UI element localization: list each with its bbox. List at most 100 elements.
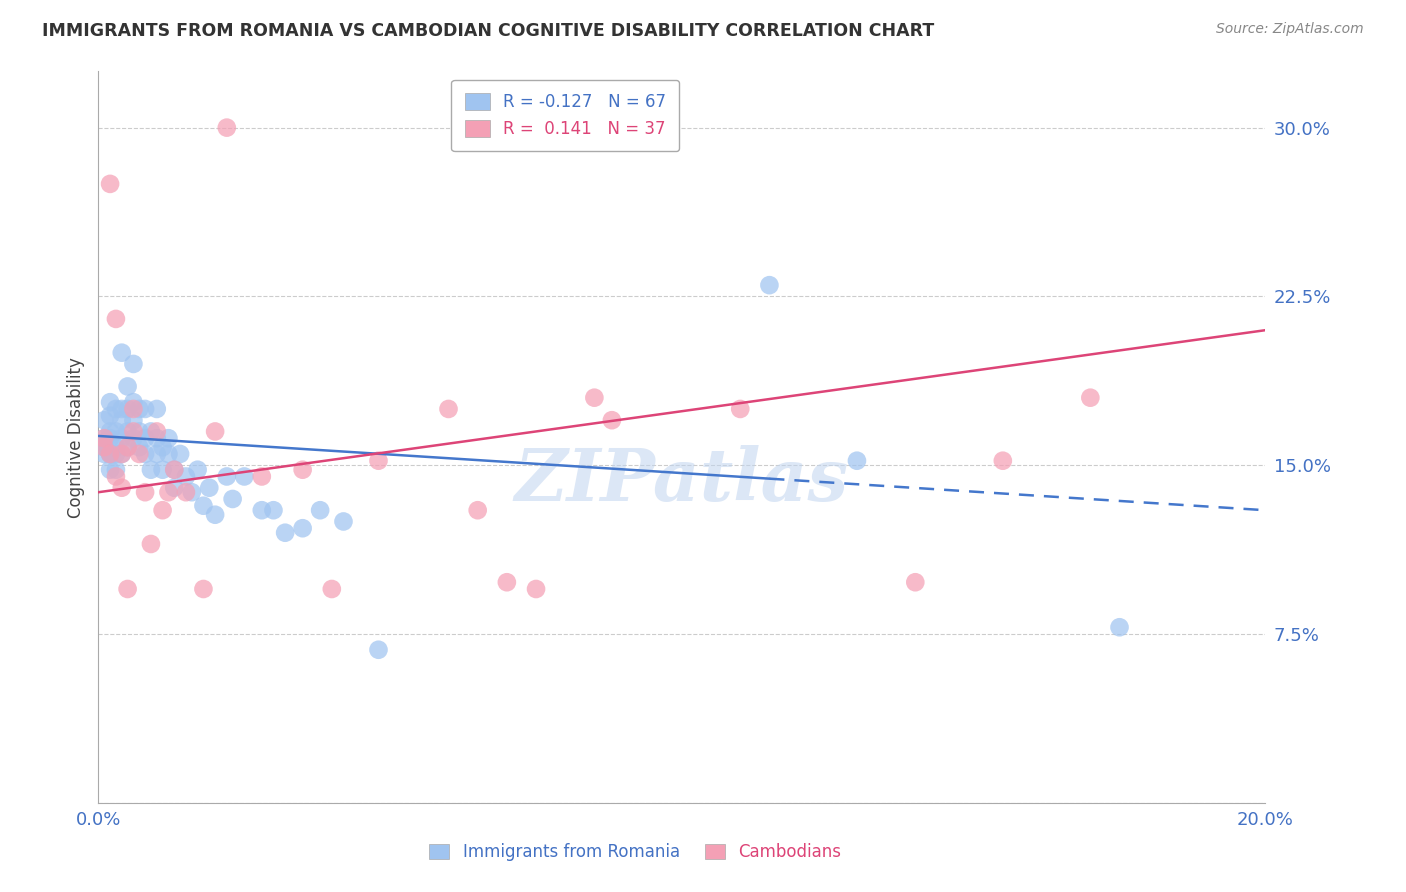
Point [187, 463, 209, 477]
Point [146, 447, 169, 461]
Point [215, 120, 238, 135]
Text: IMMIGRANTS FROM ROMANIA VS CAMBODIAN COGNITIVE DISABILITY CORRELATION CHART: IMMIGRANTS FROM ROMANIA VS CAMBODIAN COG… [42, 22, 935, 40]
Point [111, 413, 134, 427]
Point [111, 481, 134, 495]
Point [104, 463, 127, 477]
Point [174, 485, 197, 500]
Legend: Immigrants from Romania, Cambodians: Immigrants from Romania, Cambodians [423, 837, 848, 868]
Point [111, 401, 134, 416]
Point [104, 447, 127, 461]
Point [134, 447, 156, 461]
Point [291, 521, 314, 535]
Point [139, 425, 162, 439]
Point [128, 440, 150, 454]
Point [152, 463, 174, 477]
Point [93, 440, 115, 454]
Point [233, 469, 256, 483]
Point [117, 425, 139, 439]
Point [122, 395, 145, 409]
Point [104, 312, 127, 326]
Point [1080, 391, 1102, 405]
Point [1108, 620, 1130, 634]
Point [157, 485, 180, 500]
Point [128, 447, 150, 461]
Point [134, 401, 156, 416]
Point [98, 409, 121, 423]
Point [758, 278, 780, 293]
Point [93, 435, 115, 450]
Point [332, 515, 354, 529]
Point [117, 440, 139, 454]
Point [367, 453, 389, 467]
Point [146, 425, 169, 439]
Point [93, 447, 115, 461]
Point [134, 431, 156, 445]
Point [321, 582, 343, 596]
Point [291, 463, 314, 477]
Point [204, 425, 226, 439]
Point [146, 431, 169, 445]
Point [262, 503, 284, 517]
Point [117, 379, 139, 393]
Point [991, 453, 1014, 467]
Point [198, 481, 221, 495]
Point [111, 447, 134, 461]
Point [583, 391, 606, 405]
Point [250, 503, 273, 517]
Point [524, 582, 547, 596]
Point [98, 177, 121, 191]
Point [163, 463, 186, 477]
Point [146, 401, 169, 416]
Point [111, 447, 134, 461]
Point [215, 469, 238, 483]
Point [846, 453, 869, 467]
Point [122, 357, 145, 371]
Point [152, 503, 174, 517]
Point [98, 395, 121, 409]
Point [221, 491, 243, 506]
Point [274, 525, 297, 540]
Point [98, 425, 121, 439]
Point [250, 469, 273, 483]
Point [93, 440, 115, 454]
Point [152, 440, 174, 454]
Text: Source: ZipAtlas.com: Source: ZipAtlas.com [1216, 22, 1364, 37]
Point [204, 508, 226, 522]
Point [122, 431, 145, 445]
Point [139, 463, 162, 477]
Point [139, 537, 162, 551]
Point [104, 440, 127, 454]
Point [93, 413, 115, 427]
Point [104, 401, 127, 416]
Point [600, 413, 623, 427]
Point [122, 413, 145, 427]
Point [163, 481, 186, 495]
Point [169, 447, 191, 461]
Point [730, 401, 752, 416]
Point [309, 503, 332, 517]
Point [117, 440, 139, 454]
Y-axis label: Cognitive Disability: Cognitive Disability [66, 357, 84, 517]
Point [128, 425, 150, 439]
Point [98, 447, 121, 461]
Point [174, 469, 197, 483]
Point [98, 447, 121, 461]
Point [122, 425, 145, 439]
Point [98, 431, 121, 445]
Point [904, 575, 927, 590]
Point [180, 485, 202, 500]
Point [117, 401, 139, 416]
Point [117, 582, 139, 596]
Point [104, 425, 127, 439]
Point [128, 401, 150, 416]
Point [104, 469, 127, 483]
Point [367, 642, 389, 657]
Point [157, 431, 180, 445]
Point [193, 499, 215, 513]
Point [122, 401, 145, 416]
Point [93, 431, 115, 445]
Point [437, 401, 460, 416]
Point [111, 345, 134, 359]
Point [467, 503, 489, 517]
Point [93, 431, 115, 445]
